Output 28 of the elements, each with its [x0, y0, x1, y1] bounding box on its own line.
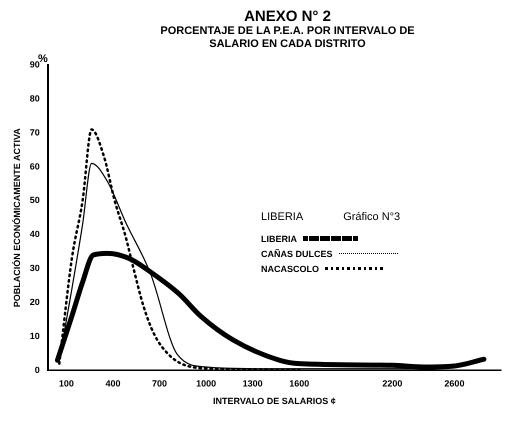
y-axis-title: POBLACIÓN ECONÓMICAMENTE ACTIVA [12, 127, 22, 307]
x-tick-label: 400 [105, 378, 121, 388]
y-tick-label: 50 [30, 194, 40, 205]
x-tick-label: 1300 [242, 378, 263, 388]
x-axis-title: INTERVALO DE SALARIOS ¢ [213, 396, 336, 406]
x-tick-label: 100 [58, 378, 74, 388]
y-tick-label: 80 [30, 92, 40, 103]
y-tick-label: 0 [34, 364, 40, 374]
y-tick-label: 20 [30, 296, 40, 307]
y-tick-label: 40 [30, 228, 40, 239]
x-tick-label: 1600 [289, 378, 310, 388]
y-tick-label: 90 [30, 59, 40, 70]
legend-label: CAÑAS DULCES [261, 248, 333, 258]
x-tick-label: 2200 [382, 378, 402, 388]
chart-subtitle: PORCENTAJE DE LA P.E.A. POR INTERVALO DE SALARIO EN CADA DISTRITO [159, 25, 416, 51]
x-tick-label: 700 [152, 378, 168, 388]
y-tick-label: 10 [30, 330, 40, 340]
y-tick-label: 60 [30, 160, 40, 171]
x-tick-label: 2600 [444, 378, 464, 388]
legend-label: NACASCOLO [261, 264, 319, 274]
chart-title: ANEXO N° 2 [243, 8, 332, 26]
legend-title: LIBERIA [261, 211, 304, 223]
y-tick-label: 30 [30, 262, 40, 273]
legend-label: LIBERIA [261, 234, 297, 244]
annotation: Gráfico N°3 [343, 211, 400, 223]
y-tick-label: 70 [30, 126, 40, 137]
x-tick-label: 1000 [196, 378, 216, 388]
annotation: % [38, 52, 48, 65]
